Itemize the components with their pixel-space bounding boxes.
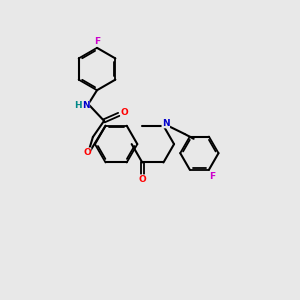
Text: H: H [74, 101, 81, 110]
Text: F: F [209, 172, 215, 181]
Text: N: N [162, 119, 169, 128]
Text: N: N [82, 101, 90, 110]
Text: F: F [94, 37, 100, 46]
Text: O: O [121, 107, 129, 116]
Text: O: O [83, 148, 91, 157]
Text: O: O [138, 175, 146, 184]
